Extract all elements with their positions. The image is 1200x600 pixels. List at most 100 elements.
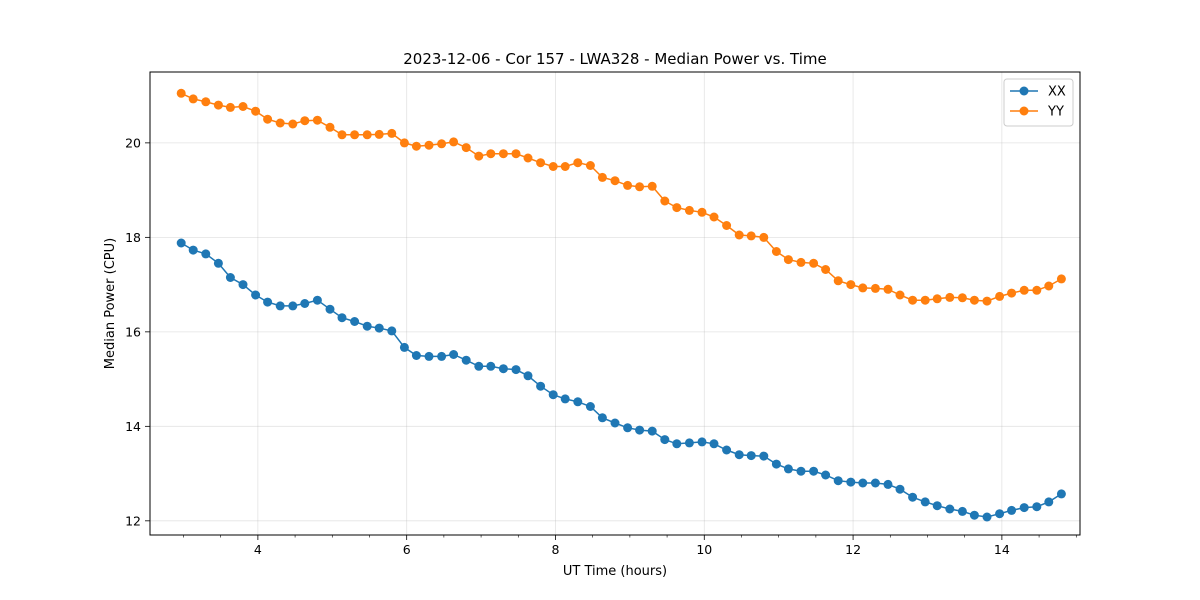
data-point-xx: [374, 323, 384, 333]
data-point-xx: [399, 342, 409, 352]
data-point-xx: [623, 423, 633, 433]
legend-label-xx: XX: [1048, 85, 1066, 100]
data-point-xx: [610, 418, 620, 428]
data-point-yy: [623, 180, 633, 190]
data-point-yy: [908, 295, 918, 305]
data-point-yy: [647, 181, 657, 191]
data-point-xx: [759, 451, 769, 461]
y-tick-label: 14: [125, 419, 141, 434]
data-point-yy: [995, 291, 1005, 301]
data-point-xx: [684, 438, 694, 448]
data-point-xx: [461, 355, 471, 365]
y-tick-label: 20: [125, 135, 141, 150]
data-point-yy: [610, 176, 620, 186]
data-point-xx: [213, 258, 223, 268]
data-point-yy: [337, 130, 347, 140]
data-point-xx: [300, 299, 310, 308]
data-point-xx: [275, 301, 285, 311]
data-point-xx: [251, 290, 261, 300]
data-point-yy: [288, 119, 298, 129]
data-point-xx: [560, 394, 570, 404]
data-point-yy: [374, 129, 384, 139]
data-point-yy: [759, 232, 769, 242]
data-point-yy: [684, 205, 694, 215]
data-point-xx: [672, 439, 682, 449]
data-point-yy: [1044, 281, 1054, 291]
data-point-xx: [449, 350, 459, 359]
grid: [150, 72, 1080, 535]
data-point-xx: [201, 249, 211, 259]
data-point-xx: [312, 295, 322, 305]
data-point-xx: [437, 351, 447, 361]
data-point-yy: [833, 276, 843, 286]
data-point-xx: [858, 478, 868, 488]
data-point-yy: [523, 153, 533, 163]
series-group: [176, 88, 1066, 522]
data-point-xx: [932, 501, 942, 511]
data-point-xx: [536, 381, 546, 391]
data-point-yy: [176, 88, 186, 98]
data-point-xx: [387, 326, 397, 336]
data-point-yy: [945, 292, 955, 302]
data-point-yy: [474, 151, 484, 161]
data-point-yy: [548, 162, 558, 171]
data-point-xx: [697, 437, 707, 447]
data-point-xx: [722, 445, 732, 455]
x-tick-label: 6: [403, 542, 411, 557]
data-point-xx: [982, 512, 992, 522]
legend-marker-yy: [1019, 106, 1029, 116]
data-point-yy: [883, 284, 893, 294]
data-point-xx: [895, 484, 905, 494]
data-point-yy: [486, 149, 496, 159]
data-point-xx: [350, 317, 360, 326]
data-point-yy: [213, 100, 223, 110]
data-point-yy: [821, 265, 831, 274]
data-point-xx: [225, 273, 235, 282]
data-point-yy: [350, 130, 360, 140]
data-point-yy: [722, 221, 732, 230]
data-point-yy: [251, 106, 261, 116]
data-point-xx: [498, 364, 508, 374]
data-point-yy: [498, 149, 508, 159]
data-point-xx: [635, 425, 645, 435]
data-point-yy: [263, 114, 273, 124]
data-point-yy: [746, 231, 756, 241]
data-point-xx: [746, 451, 756, 461]
plot-frame: [149, 71, 1081, 536]
data-point-yy: [300, 116, 310, 126]
data-point-xx: [957, 506, 967, 516]
x-tick-label: 12: [845, 542, 861, 557]
data-point-yy: [424, 140, 434, 150]
data-point-xx: [411, 351, 421, 360]
y-tick-label: 12: [125, 513, 141, 528]
data-point-yy: [1032, 285, 1042, 295]
x-tick-label: 4: [254, 542, 262, 557]
data-point-yy: [1019, 285, 1029, 295]
data-point-yy: [734, 230, 744, 240]
data-point-xx: [1056, 489, 1066, 499]
data-point-yy: [895, 290, 905, 300]
legend-marker-xx: [1019, 86, 1029, 96]
data-point-xx: [945, 504, 955, 514]
data-point-xx: [920, 497, 930, 507]
data-point-yy: [399, 138, 409, 148]
data-point-yy: [709, 212, 719, 222]
data-point-xx: [523, 371, 533, 381]
data-point-xx: [883, 479, 893, 489]
data-point-xx: [511, 365, 521, 375]
data-point-yy: [511, 149, 521, 159]
data-point-xx: [995, 509, 1005, 519]
data-point-xx: [1019, 503, 1029, 513]
data-point-xx: [660, 435, 670, 445]
data-point-xx: [783, 464, 793, 474]
data-point-xx: [238, 280, 248, 290]
data-point-yy: [573, 158, 583, 168]
y-tick-label: 18: [125, 230, 141, 245]
x-axis-label: UT Time (hours): [563, 564, 667, 579]
data-point-xx: [424, 351, 434, 361]
data-point-yy: [536, 158, 546, 168]
data-point-yy: [672, 203, 682, 213]
data-point-xx: [771, 459, 781, 469]
data-point-yy: [597, 172, 607, 182]
data-point-yy: [325, 122, 335, 132]
